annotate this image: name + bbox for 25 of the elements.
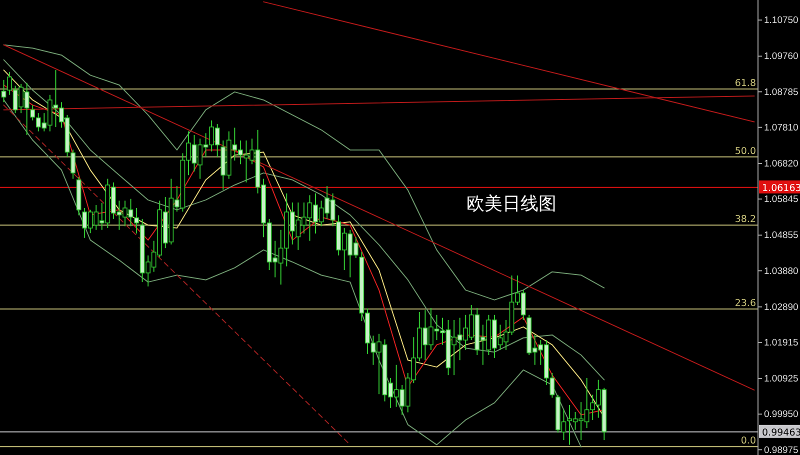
y-tick-label: 0.98975 (764, 444, 798, 455)
annotation: 61.8 (734, 78, 756, 90)
y-tick-label: 1.01915 (764, 337, 798, 348)
y-tick-label: 1.00925 (764, 374, 798, 385)
y-tick-label: 1.05845 (764, 194, 798, 206)
line-series (3, 99, 582, 448)
candlestick (134, 207, 139, 234)
y-tick-label: 1.03880 (764, 266, 798, 277)
annotation: 0.0 (740, 436, 756, 447)
y-tick-label: 1.07810 (764, 122, 798, 134)
annotation: 23.6 (734, 298, 756, 310)
candlestick (70, 149, 76, 180)
y-tick-label: 0.99950 (764, 409, 798, 420)
annotation: 38.2 (734, 214, 756, 226)
y-tick-label: 1.06820 (764, 158, 798, 170)
annotation: 50.0 (734, 146, 756, 157)
y-tick-label: 1.04855 (764, 230, 798, 242)
y-tick-label: 1.08785 (764, 86, 798, 98)
line-series (3, 44, 605, 300)
candlestick (1, 79, 6, 103)
y-tick-label: 1.09760 (764, 51, 798, 62)
y-tick-label: 1.02890 (764, 302, 798, 313)
text: 欧美日线图 (466, 193, 557, 214)
candlestick (30, 104, 36, 121)
y-tick-label: 1.10750 (764, 15, 798, 26)
